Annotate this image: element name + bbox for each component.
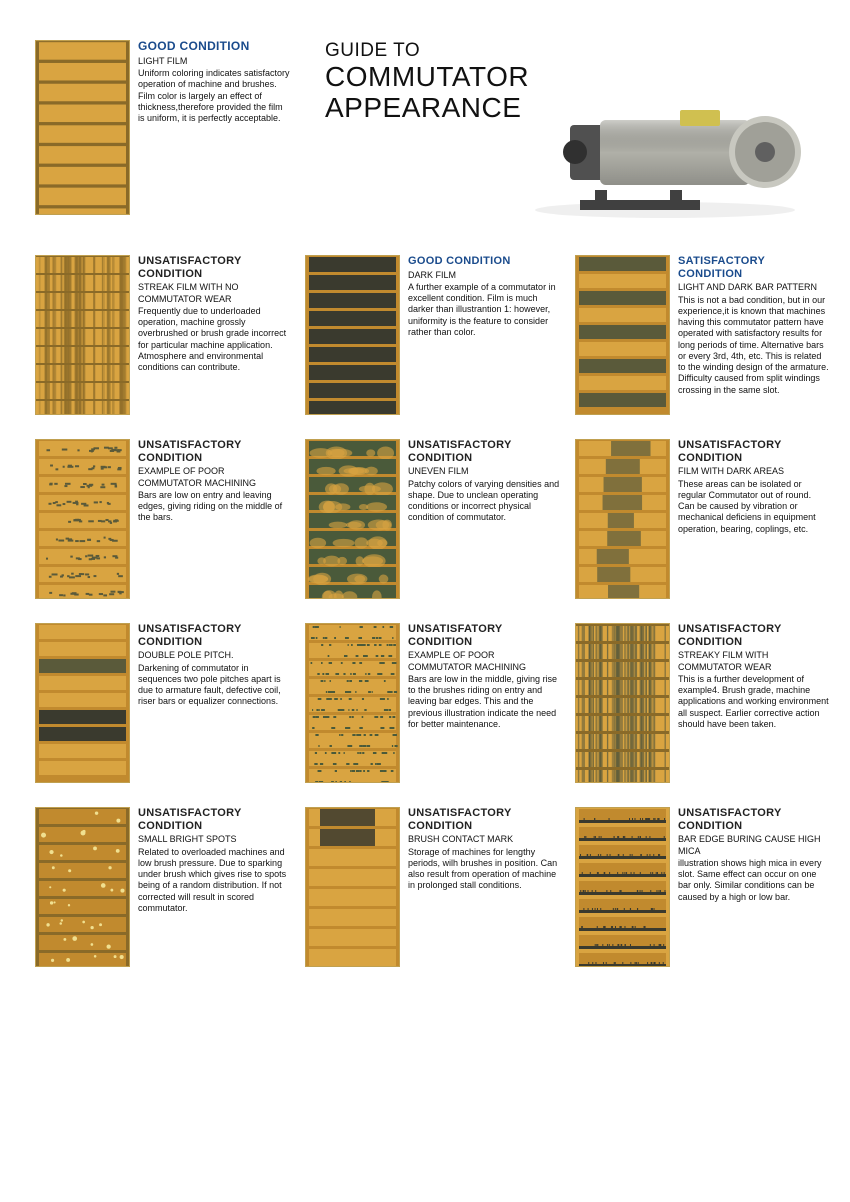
guide-cell-uneven: UNSATISFACTORY CONDITION UNEVEN FILM Pat… — [305, 439, 560, 599]
condition-desc: Uniform coloring indicates satisfactory … — [138, 68, 290, 124]
commutator-thumb — [575, 623, 670, 783]
commutator-thumb — [35, 40, 130, 215]
condition-subtitle: UNEVEN FILM — [408, 466, 560, 477]
guide-cell-poor-mach-1: UNSATISFACTORY CONDITION EXAMPLE OF POOR… — [35, 439, 290, 599]
condition-desc: A further example of a commutator in exc… — [408, 282, 560, 338]
condition-title: GOOD CONDITION — [138, 40, 290, 54]
cell-text: GOOD CONDITION DARK FILM A further examp… — [408, 255, 560, 415]
condition-desc: Patchy colors of varying densities and s… — [408, 479, 560, 524]
condition-title: UNSATISFACTORY CONDITION — [138, 439, 290, 464]
condition-subtitle: EXAMPLE OF POOR COMMUTATOR MACHINING — [138, 466, 290, 489]
commutator-thumb — [305, 439, 400, 599]
condition-subtitle: STREAKY FILM WITH COMMUTATOR WEAR — [678, 650, 830, 673]
condition-desc: Darkening of commutator in sequences two… — [138, 663, 290, 708]
cell-text: UNSATISFACTORY CONDITION DOUBLE POLE PIT… — [138, 623, 290, 783]
cell-text: UNSATISFACTORY CONDITION SMALL BRIGHT SP… — [138, 807, 290, 967]
guide-cell-good-light: GOOD CONDITION LIGHT FILM Uniform colori… — [35, 40, 290, 215]
commutator-thumb — [305, 255, 400, 415]
cell-text: SATISFACTORY CONDITION LIGHT AND DARK BA… — [678, 255, 830, 415]
condition-subtitle: BRUSH CONTACT MARK — [408, 834, 560, 845]
guide-cell-streak: UNSATISFACTORY CONDITION STREAK FILM WIT… — [35, 255, 290, 415]
condition-subtitle: LIGHT FILM — [138, 56, 290, 67]
cell-text: UNSATISFACTORY CONDITION STREAK FILM WIT… — [138, 255, 290, 415]
condition-title: UNSATISFACTORY CONDITION — [138, 807, 290, 832]
guide-cell-sat-bars: SATISFACTORY CONDITION LIGHT AND DARK BA… — [575, 255, 830, 415]
commutator-thumb — [35, 623, 130, 783]
condition-title: UNSATISFACTORY CONDITION — [138, 623, 290, 648]
commutator-thumb — [35, 255, 130, 415]
condition-title: UNSATISFACTORY CONDITION — [408, 439, 560, 464]
cell-text: UNSATISFACTORY CONDITION FILM WITH DARK … — [678, 439, 830, 599]
guide-cell-poor-mach-2: UNSATISFATORY CONDITION EXAMPLE OF POOR … — [305, 623, 560, 783]
condition-title: UNSATISFACTORY CONDITION — [408, 807, 560, 832]
guide-cell-good-dark: GOOD CONDITION DARK FILM A further examp… — [305, 255, 560, 415]
cell-text: UNSATISFACTORY CONDITION STREAKY FILM WI… — [678, 623, 830, 783]
commutator-thumb — [575, 439, 670, 599]
guide-cell-brush-mark: UNSATISFACTORY CONDITION BRUSH CONTACT M… — [305, 807, 560, 967]
condition-subtitle: DOUBLE POLE PITCH. — [138, 650, 290, 661]
condition-title: UNSATISFACTORY CONDITION — [678, 439, 830, 464]
condition-title: UNSATISFACTORY CONDITION — [678, 623, 830, 648]
condition-subtitle: LIGHT AND DARK BAR PATTERN — [678, 282, 830, 293]
condition-title: UNSATISFATORY CONDITION — [408, 623, 560, 648]
commutator-thumb — [305, 807, 400, 967]
condition-subtitle: EXAMPLE OF POOR COMMUTATOR MACHINING — [408, 650, 560, 673]
condition-desc: This is not a bad condition, but in our … — [678, 295, 830, 396]
cell-text: UNSATISFATORY CONDITION EXAMPLE OF POOR … — [408, 623, 560, 783]
commutator-thumb — [575, 255, 670, 415]
condition-subtitle: DARK FILM — [408, 270, 560, 281]
commutator-thumb — [575, 807, 670, 967]
condition-desc: Frequently due to underloaded operation,… — [138, 306, 290, 374]
condition-desc: Related to overloaded machines and low b… — [138, 847, 290, 915]
guide-grid: GOOD CONDITION LIGHT FILM Uniform colori… — [35, 40, 815, 967]
guide-cell-double-pole: UNSATISFACTORY CONDITION DOUBLE POLE PIT… — [35, 623, 290, 783]
condition-desc: This is a further development of example… — [678, 674, 830, 730]
condition-title: UNSATISFACTORY CONDITION — [138, 255, 290, 280]
condition-title: GOOD CONDITION — [408, 255, 560, 268]
cell-text: UNSATISFACTORY CONDITION BRUSH CONTACT M… — [408, 807, 560, 967]
commutator-thumb — [35, 439, 130, 599]
condition-subtitle: STREAK FILM WITH NO COMMUTATOR WEAR — [138, 282, 290, 305]
condition-desc: Bars are low on entry and leaving edges,… — [138, 490, 290, 524]
condition-subtitle: BAR EDGE BURING CAUSE HIGH MICA — [678, 834, 830, 857]
guide-cell-bright-spots: UNSATISFACTORY CONDITION SMALL BRIGHT SP… — [35, 807, 290, 967]
condition-subtitle: FILM WITH DARK AREAS — [678, 466, 830, 477]
condition-desc: These areas can be isolated or regular C… — [678, 479, 830, 535]
cell-text: UNSATISFACTORY CONDITION UNEVEN FILM Pat… — [408, 439, 560, 599]
commutator-thumb — [35, 807, 130, 967]
condition-title: SATISFACTORY CONDITION — [678, 255, 830, 280]
condition-desc: Bars are low in the middle, giving rise … — [408, 674, 560, 730]
guide-cell-streaky-wear: UNSATISFACTORY CONDITION STREAKY FILM WI… — [575, 623, 830, 783]
condition-desc: Storage of machines for lengthy periods,… — [408, 847, 560, 892]
cell-text: UNSATISFACTORY CONDITION EXAMPLE OF POOR… — [138, 439, 290, 599]
condition-title: UNSATISFACTORY CONDITION — [678, 807, 830, 832]
condition-subtitle: SMALL BRIGHT SPOTS — [138, 834, 290, 845]
cell-text: GOOD CONDITION LIGHT FILM Uniform colori… — [138, 40, 290, 215]
guide-cell-bar-edge: UNSATISFACTORY CONDITION BAR EDGE BURING… — [575, 807, 830, 967]
cell-text: UNSATISFACTORY CONDITION BAR EDGE BURING… — [678, 807, 830, 967]
commutator-thumb — [305, 623, 400, 783]
condition-desc: illustration shows high mica in every sl… — [678, 858, 830, 903]
guide-cell-dark-areas: UNSATISFACTORY CONDITION FILM WITH DARK … — [575, 439, 830, 599]
